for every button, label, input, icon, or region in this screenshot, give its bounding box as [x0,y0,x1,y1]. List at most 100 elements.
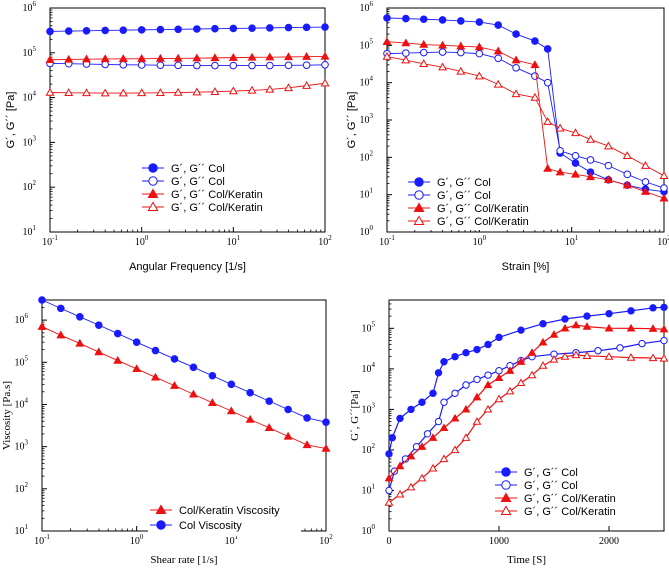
y-tick-exponent: 3 [33,134,37,142]
series-line [386,56,665,177]
y-tick-exponent: 6 [25,312,29,320]
data-point [462,349,470,357]
data-point [586,172,596,181]
plot-frame [41,299,327,532]
data-point [472,417,482,425]
data-point [266,24,274,32]
series-g-g-col-keratin-open [45,78,330,97]
data-point [474,42,484,51]
data-point [137,88,147,97]
data-point [586,156,595,164]
data-point [473,375,481,384]
data-point [556,146,564,155]
data-point [227,380,236,389]
data-point [493,79,503,88]
data-point [627,307,635,315]
data-point [626,323,636,332]
data-point [137,54,147,62]
x-tick-label: 101 [227,234,241,248]
series-line [49,26,326,32]
data-point [434,369,443,377]
data-point [406,451,416,460]
x-tick-exponent: 0 [145,234,149,242]
data-point [385,486,393,495]
legend-label: Col Viscosity [179,520,242,532]
data-point [440,398,448,406]
data-point [173,87,183,96]
x-tick-label: 100 [473,234,487,248]
data-point [302,440,312,449]
data-point [188,389,198,398]
series-g-g-col-keratin-open [384,350,669,506]
data-point [571,151,580,160]
data-point [382,51,392,60]
data-point [119,60,128,69]
legend-marker [501,467,511,477]
data-point [283,431,293,440]
data-point [439,454,449,463]
x-tick-label: 0 [387,536,392,547]
y-tick-label: 105 [362,320,376,334]
x-tick-label: 10-1 [34,533,50,547]
data-point [56,330,66,339]
x-tick-exponent: -1 [44,533,50,541]
data-point [648,353,658,362]
data-point [266,61,274,70]
y-tick-label: 100 [360,224,374,238]
data-point [660,184,668,192]
y-tick-exponent: 0 [370,224,374,232]
data-point [156,61,165,69]
data-point [457,17,465,25]
data-point [226,406,236,415]
data-point [451,389,459,397]
series-g-g-col-keratin-filled [45,51,330,63]
y-tick-label: 101 [23,224,37,238]
data-point [174,61,182,70]
x-tick-exponent: -1 [389,234,395,242]
data-point [622,180,632,189]
data-point [549,354,559,363]
data-point [539,320,547,328]
y-tick-label: 105 [360,37,374,51]
data-point [659,171,669,180]
data-point [560,323,570,332]
data-point [543,45,552,53]
y-tick-label: 104 [15,396,29,410]
data-point [396,414,404,423]
x-tick-label: 10-1 [42,234,58,248]
series-g-g-col-keratin-open [382,51,669,180]
x-tick-label: 2000 [599,536,619,547]
data-point [543,78,552,87]
data-point [137,26,146,34]
data-point [64,27,73,35]
y-tick-exponent: 2 [370,149,374,157]
data-point [475,18,484,26]
data-point [94,321,103,329]
y-tick-label: 103 [23,134,37,148]
data-point [456,66,466,75]
legend-label: G´, G´´ Col/Keratin [171,189,263,201]
series-line [49,62,326,66]
y-axis-title: Viscosity [Pa.s] [1,381,13,450]
data-point [571,159,580,167]
data-point [434,417,443,426]
data-point [210,87,220,95]
y-tick-label: 102 [15,481,29,495]
legend-marker [413,215,425,225]
data-point [45,55,55,63]
data-point [538,361,548,369]
data-point [151,346,160,355]
data-point [384,473,394,482]
data-point [322,418,330,426]
data-point [450,445,460,454]
x-tick-exponent: 0 [483,234,487,242]
data-point [494,373,504,381]
data-point [623,170,632,179]
data-point [284,61,293,70]
series-g-g-col-filled [385,303,668,458]
data-point [76,312,84,321]
data-point [583,312,591,320]
data-point [265,84,275,93]
y-tick-label: 106 [23,0,37,14]
data-point [302,23,311,32]
